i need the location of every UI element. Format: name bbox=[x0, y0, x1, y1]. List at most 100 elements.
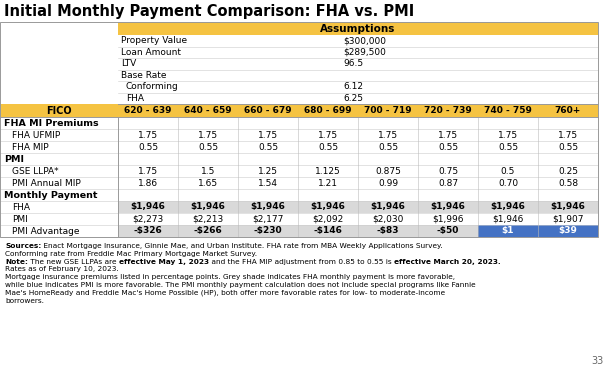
Bar bbox=[0, 201, 118, 213]
Text: FHA: FHA bbox=[126, 94, 144, 103]
Text: Mae's HomeReady and Freddie Mac's Home Possible (HP), both offer more favorable : Mae's HomeReady and Freddie Mac's Home P… bbox=[5, 290, 445, 296]
Bar bbox=[118, 22, 598, 35]
Bar bbox=[0, 177, 118, 189]
Bar bbox=[118, 81, 598, 92]
Text: $2,273: $2,273 bbox=[132, 215, 163, 223]
Text: FHA: FHA bbox=[12, 202, 30, 212]
Text: effective May 1, 2023: effective May 1, 2023 bbox=[119, 259, 209, 265]
Text: $1,946: $1,946 bbox=[310, 202, 345, 212]
Text: and the FHA MIP adjustment from 0.85 to 0.55 is: and the FHA MIP adjustment from 0.85 to … bbox=[209, 259, 393, 265]
Bar bbox=[238, 225, 298, 237]
Bar bbox=[118, 225, 178, 237]
Text: $1,946: $1,946 bbox=[131, 202, 165, 212]
Text: 1.65: 1.65 bbox=[198, 178, 218, 188]
Text: -$146: -$146 bbox=[314, 226, 342, 235]
Bar bbox=[118, 225, 598, 237]
Text: 1.75: 1.75 bbox=[138, 166, 158, 175]
Text: $300,000: $300,000 bbox=[343, 36, 387, 45]
Bar bbox=[298, 225, 358, 237]
Text: Assumptions: Assumptions bbox=[320, 24, 396, 34]
Text: FHA MIP: FHA MIP bbox=[12, 142, 49, 151]
Text: 0.75: 0.75 bbox=[438, 166, 458, 175]
Text: 0.55: 0.55 bbox=[558, 142, 578, 151]
Text: Conforming rate from Freddie Mac Primary Mortgage Market Survey.: Conforming rate from Freddie Mac Primary… bbox=[5, 251, 257, 257]
Text: 0.55: 0.55 bbox=[498, 142, 518, 151]
Text: -$266: -$266 bbox=[193, 226, 223, 235]
Text: GSE LLPA*: GSE LLPA* bbox=[12, 166, 59, 175]
Text: 0.55: 0.55 bbox=[378, 142, 398, 151]
Text: 0.99: 0.99 bbox=[378, 178, 398, 188]
Bar bbox=[0, 141, 118, 153]
Bar bbox=[0, 189, 598, 201]
Text: 1.75: 1.75 bbox=[318, 131, 338, 139]
Text: 0.58: 0.58 bbox=[558, 178, 578, 188]
Bar bbox=[118, 213, 598, 225]
Text: FHA UFMIP: FHA UFMIP bbox=[12, 131, 60, 139]
Text: Rates as of February 10, 2023.: Rates as of February 10, 2023. bbox=[5, 266, 119, 272]
Text: 1.75: 1.75 bbox=[438, 131, 458, 139]
Bar bbox=[118, 177, 598, 189]
Text: Initial Monthly Payment Comparison: FHA vs. PMI: Initial Monthly Payment Comparison: FHA … bbox=[4, 4, 414, 19]
Text: $1,907: $1,907 bbox=[552, 215, 584, 223]
Text: effective March 20, 2023.: effective March 20, 2023. bbox=[393, 259, 500, 265]
Text: $1,946: $1,946 bbox=[431, 202, 465, 212]
Text: 0.55: 0.55 bbox=[438, 142, 458, 151]
Text: 660 - 679: 660 - 679 bbox=[244, 106, 292, 115]
Text: $1,946: $1,946 bbox=[251, 202, 285, 212]
Text: 1.75: 1.75 bbox=[198, 131, 218, 139]
Text: 1.75: 1.75 bbox=[138, 131, 158, 139]
Bar bbox=[118, 141, 598, 153]
Bar bbox=[0, 117, 598, 129]
Text: 0.5: 0.5 bbox=[501, 166, 515, 175]
Text: 1.125: 1.125 bbox=[315, 166, 341, 175]
Bar bbox=[418, 225, 478, 237]
Text: -$83: -$83 bbox=[377, 226, 400, 235]
Text: 1.21: 1.21 bbox=[318, 178, 338, 188]
Text: PMI: PMI bbox=[12, 215, 27, 223]
Bar bbox=[118, 165, 598, 177]
Bar bbox=[538, 225, 598, 237]
Text: Monthly Payment: Monthly Payment bbox=[4, 191, 98, 199]
Text: 1.54: 1.54 bbox=[258, 178, 278, 188]
Bar bbox=[478, 225, 538, 237]
Text: while blue indicates PMI is more favorable. The PMI monthly payment calculation : while blue indicates PMI is more favorab… bbox=[5, 282, 476, 288]
Text: $2,177: $2,177 bbox=[253, 215, 284, 223]
Bar bbox=[0, 165, 118, 177]
Text: 680 - 699: 680 - 699 bbox=[304, 106, 352, 115]
Bar bbox=[118, 47, 598, 58]
Bar bbox=[118, 201, 598, 213]
Bar bbox=[358, 225, 418, 237]
Text: PMI Annual MIP: PMI Annual MIP bbox=[12, 178, 81, 188]
Text: 96.5: 96.5 bbox=[343, 59, 364, 68]
Text: Sources:: Sources: bbox=[5, 243, 41, 249]
Bar bbox=[0, 153, 598, 165]
Text: FHA MI Premiums: FHA MI Premiums bbox=[4, 118, 99, 128]
Text: $1,946: $1,946 bbox=[370, 202, 406, 212]
Text: PMI Advantage: PMI Advantage bbox=[12, 226, 79, 235]
Bar bbox=[0, 225, 118, 237]
Text: 620 - 639: 620 - 639 bbox=[124, 106, 172, 115]
Text: 1.25: 1.25 bbox=[258, 166, 278, 175]
Text: The new GSE LLPAs are: The new GSE LLPAs are bbox=[28, 259, 119, 265]
Text: 1.5: 1.5 bbox=[201, 166, 215, 175]
Text: 1.75: 1.75 bbox=[378, 131, 398, 139]
Text: 720 - 739: 720 - 739 bbox=[424, 106, 472, 115]
Text: $39: $39 bbox=[559, 226, 578, 235]
Bar bbox=[118, 58, 598, 70]
Text: 6.12: 6.12 bbox=[343, 82, 364, 91]
Text: 0.875: 0.875 bbox=[375, 166, 401, 175]
Text: Property Value: Property Value bbox=[121, 36, 187, 45]
Bar bbox=[0, 104, 598, 117]
Text: 0.55: 0.55 bbox=[198, 142, 218, 151]
Text: -$50: -$50 bbox=[437, 226, 459, 235]
Text: 640 - 659: 640 - 659 bbox=[184, 106, 232, 115]
Text: PMI: PMI bbox=[4, 155, 24, 164]
Text: 0.55: 0.55 bbox=[258, 142, 278, 151]
Text: 0.70: 0.70 bbox=[498, 178, 518, 188]
Text: 1.75: 1.75 bbox=[498, 131, 518, 139]
Text: LTV: LTV bbox=[121, 59, 136, 68]
Bar bbox=[118, 92, 598, 104]
Text: 6.25: 6.25 bbox=[343, 94, 364, 103]
Text: -$326: -$326 bbox=[134, 226, 162, 235]
Text: Conforming: Conforming bbox=[126, 82, 179, 91]
